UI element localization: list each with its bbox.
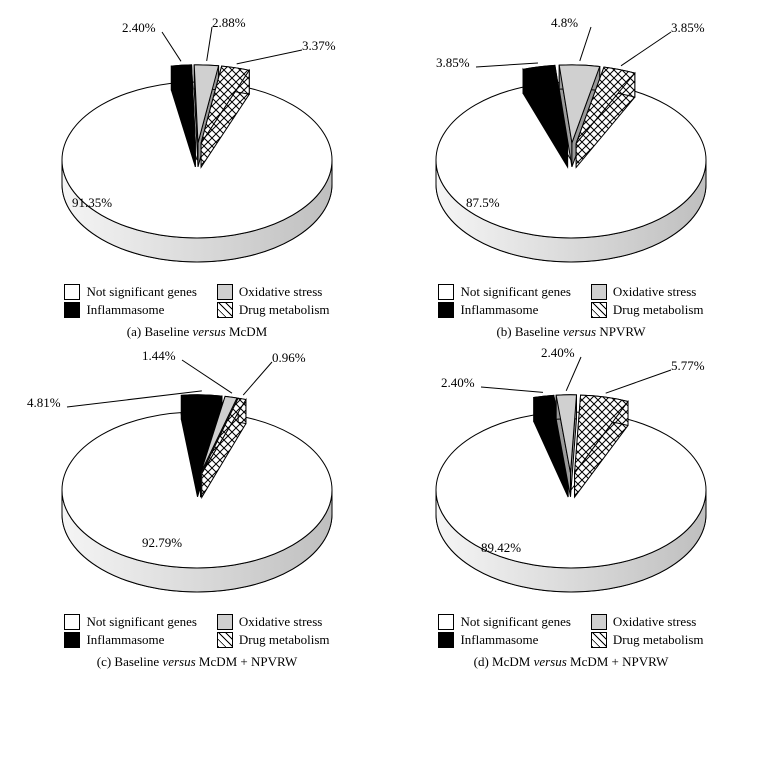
legend-swatch [64, 302, 80, 318]
legend-swatch [591, 284, 607, 300]
slice-label-main: 91.35% [72, 195, 112, 211]
legend-swatch [217, 302, 233, 318]
slice-label: 5.77% [671, 358, 705, 374]
legend-item-not_significant: Not significant genes [64, 614, 196, 630]
slice-label-main: 87.5% [466, 195, 500, 211]
slice-label: 2.40% [441, 375, 475, 391]
legend-label: Oxidative stress [613, 284, 696, 300]
legend-swatch [438, 302, 454, 318]
legend-item-inflammasome: Inflammasome [438, 302, 570, 318]
legend-label: Drug metabolism [613, 302, 704, 318]
pie-chart [12, 340, 382, 610]
caption-suffix: McDM + NPVRW [567, 654, 669, 669]
caption-italic: versus [162, 654, 195, 669]
legend-swatch [591, 302, 607, 318]
legend-item-drug_metabolism: Drug metabolism [217, 632, 330, 648]
slice-label: 2.40% [541, 345, 575, 361]
caption-suffix: NPVRW [596, 324, 645, 339]
legend-label: Not significant genes [86, 614, 196, 630]
legend-item-oxidative_stress: Oxidative stress [217, 614, 330, 630]
legend-label: Inflammasome [86, 632, 164, 648]
caption-prefix: (c) Baseline [97, 654, 163, 669]
legend-item-oxidative_stress: Oxidative stress [217, 284, 330, 300]
chart-area: 89.42% 2.40% 2.40% 5.77% [386, 340, 756, 610]
caption-prefix: (a) Baseline [127, 324, 193, 339]
panel-caption: (c) Baseline versus McDM + NPVRW [97, 654, 298, 670]
caption-italic: versus [192, 324, 225, 339]
legend-swatch [217, 284, 233, 300]
slice-label: 3.37% [302, 38, 336, 54]
legend-label: Inflammasome [86, 302, 164, 318]
panel-c: 92.79% 4.81% 1.44% 0.96% Not significant gen… [10, 340, 384, 670]
chart-area: 87.5% 3.85% 4.8% 3.85% [386, 10, 756, 280]
slice-label: 4.81% [27, 395, 61, 411]
legend-item-drug_metabolism: Drug metabolism [217, 302, 330, 318]
slice-label: 2.40% [122, 20, 156, 36]
slice-label: 2.88% [212, 15, 246, 31]
legend-item-inflammasome: Inflammasome [438, 632, 570, 648]
caption-prefix: (b) Baseline [496, 324, 562, 339]
legend: Not significant genes Oxidative stress Inf… [64, 614, 329, 648]
legend: Not significant genes Oxidative stress Inf… [438, 614, 703, 648]
slice-label: 4.8% [551, 15, 578, 31]
legend-swatch [591, 614, 607, 630]
legend-label: Inflammasome [460, 632, 538, 648]
caption-suffix: McDM + NPVRW [196, 654, 298, 669]
legend-label: Not significant genes [460, 284, 570, 300]
caption-italic: versus [534, 654, 567, 669]
panel-caption: (d) McDM versus McDM + NPVRW [474, 654, 669, 670]
legend-label: Not significant genes [460, 614, 570, 630]
legend-swatch [64, 614, 80, 630]
chart-area: 92.79% 4.81% 1.44% 0.96% [12, 340, 382, 610]
legend-item-oxidative_stress: Oxidative stress [591, 284, 704, 300]
legend-swatch [64, 284, 80, 300]
legend-swatch [64, 632, 80, 648]
slice-label-main: 89.42% [481, 540, 521, 556]
legend-label: Oxidative stress [239, 614, 322, 630]
caption-italic: versus [563, 324, 596, 339]
legend-item-inflammasome: Inflammasome [64, 632, 196, 648]
legend-item-not_significant: Not significant genes [438, 284, 570, 300]
legend-label: Inflammasome [460, 302, 538, 318]
legend-label: Not significant genes [86, 284, 196, 300]
panel-d: 89.42% 2.40% 2.40% 5.77% Not significant gen… [384, 340, 758, 670]
slice-label-main: 92.79% [142, 535, 182, 551]
legend: Not significant genes Oxidative stress Inf… [438, 284, 703, 318]
chart-area: 91.35% 2.40% 2.88% 3.37% [12, 10, 382, 280]
legend-item-inflammasome: Inflammasome [64, 302, 196, 318]
legend-item-not_significant: Not significant genes [64, 284, 196, 300]
caption-prefix: (d) McDM [474, 654, 534, 669]
legend-swatch [438, 632, 454, 648]
panel-caption: (a) Baseline versus McDM [127, 324, 267, 340]
slice-label: 1.44% [142, 348, 176, 364]
legend-label: Drug metabolism [239, 632, 330, 648]
slice-label: 3.85% [436, 55, 470, 71]
legend-label: Oxidative stress [239, 284, 322, 300]
legend-swatch [438, 614, 454, 630]
legend-label: Drug metabolism [613, 632, 704, 648]
legend-item-not_significant: Not significant genes [438, 614, 570, 630]
panel-b: 87.5% 3.85% 4.8% 3.85% Not significant genes… [384, 10, 758, 340]
pie-chart [386, 10, 756, 280]
legend-label: Drug metabolism [239, 302, 330, 318]
legend-item-drug_metabolism: Drug metabolism [591, 302, 704, 318]
caption-suffix: McDM [226, 324, 268, 339]
legend-item-drug_metabolism: Drug metabolism [591, 632, 704, 648]
slice-label: 0.96% [272, 350, 306, 366]
panel-a: 91.35% 2.40% 2.88% 3.37% Not significant gen… [10, 10, 384, 340]
legend-item-oxidative_stress: Oxidative stress [591, 614, 704, 630]
legend-label: Oxidative stress [613, 614, 696, 630]
slice-label: 3.85% [671, 20, 705, 36]
legend-swatch [438, 284, 454, 300]
legend-swatch [591, 632, 607, 648]
legend-swatch [217, 632, 233, 648]
legend-swatch [217, 614, 233, 630]
panel-caption: (b) Baseline versus NPVRW [496, 324, 645, 340]
legend: Not significant genes Oxidative stress Inf… [64, 284, 329, 318]
